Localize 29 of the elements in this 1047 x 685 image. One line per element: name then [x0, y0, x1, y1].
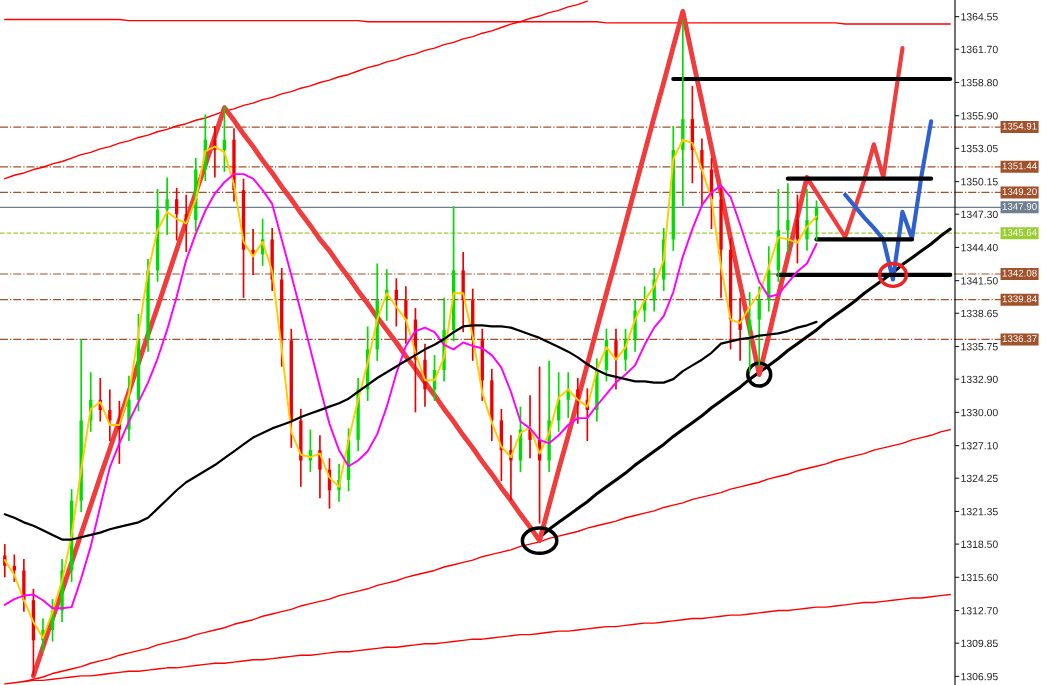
y-tick-label: 1335.75 [961, 343, 998, 351]
ref-line-label: 1342.08 [1002, 269, 1037, 277]
y-tick-label: 1309.85 [961, 639, 998, 648]
y-tick-label: 1312.70 [961, 607, 998, 615]
y-tick-label: 1347.30 [961, 210, 998, 219]
ref-line-label: 1336.37 [1002, 335, 1037, 343]
y-tick-label: 1364.55 [961, 13, 998, 21]
y-tick-label: 1358.80 [961, 78, 998, 87]
ref-line-label: 1339.84 [1002, 295, 1037, 303]
y-tick-label: 1321.35 [961, 507, 998, 516]
y-tick-label: 1338.65 [961, 309, 998, 318]
ref-line-label: 1349.20 [1002, 188, 1037, 196]
y-tick-label: 1332.90 [961, 375, 998, 384]
ref-line-label: 1351.44 [1002, 162, 1037, 170]
y-tick-label: 1350.15 [961, 178, 998, 186]
y-tick-label: 1355.90 [961, 112, 998, 120]
y-tick-label: 1344.40 [961, 243, 998, 252]
ref-line-label: 1345.64 [1002, 228, 1037, 236]
y-tick-label: 1353.05 [961, 144, 998, 153]
ref-line-label: 1354.91 [1002, 122, 1037, 130]
y-tick-label: 1318.50 [961, 540, 998, 548]
y-tick-label: 1306.95 [961, 672, 998, 681]
y-tick-label: 1361.70 [961, 45, 998, 54]
y-tick-label: 1327.10 [961, 442, 998, 450]
y-tick-label: 1341.50 [961, 277, 998, 285]
y-tick-label: 1324.25 [961, 474, 998, 483]
y-tick-label: 1330.00 [961, 408, 998, 417]
ref-line-label: 1347.90 [1002, 203, 1037, 210]
y-tick-label: 1315.60 [961, 573, 998, 582]
